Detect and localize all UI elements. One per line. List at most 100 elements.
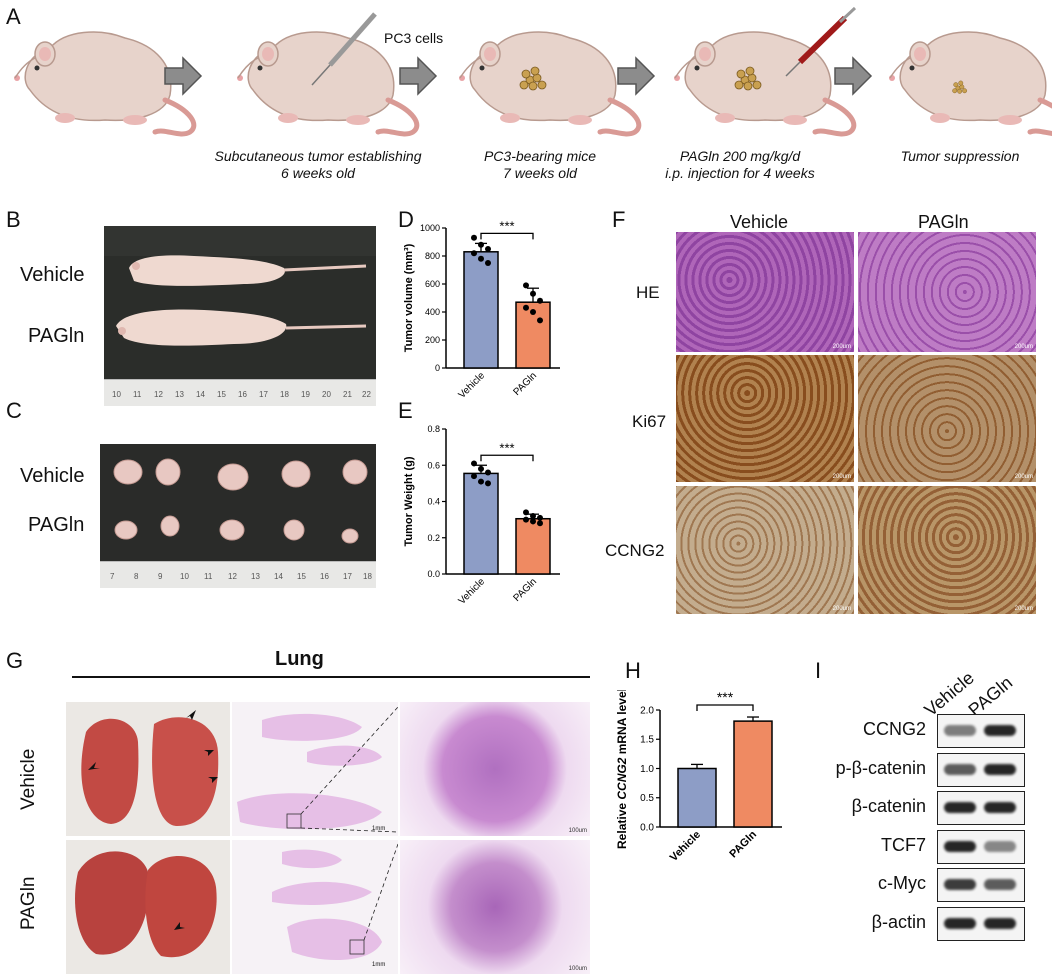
category-label: PAGln: [727, 828, 759, 860]
row-label-pagln: PAGln: [18, 876, 39, 930]
panel-label-i: I: [815, 658, 822, 683]
data-point: [471, 460, 477, 467]
significance-label: ***: [499, 218, 514, 233]
data-point: [537, 514, 543, 521]
data-point: [485, 260, 491, 266]
data-point: [478, 478, 484, 485]
lung-title: Lung: [275, 648, 324, 670]
blot-row-label: c-Myc: [878, 873, 926, 893]
y-axis-label: Tumor Weight (g): [403, 456, 415, 546]
caption-step-2: PC3-bearing mice 7 weeks old: [483, 148, 597, 181]
blot-row-label: β-actin: [871, 911, 926, 932]
y-tick-label: 0.6: [427, 460, 440, 470]
injection-label: PC3 cells: [384, 30, 444, 46]
row-label-he: HE: [636, 283, 660, 302]
caption-step-4: Tumor suppression: [900, 148, 1020, 164]
data-point: [471, 473, 477, 480]
tumor-photo: [100, 444, 376, 561]
title-rule: [72, 676, 590, 678]
data-point: [471, 250, 477, 257]
y-tick-label: 1.5: [640, 735, 654, 746]
y-tick-label: 2.0: [640, 705, 654, 716]
blot-band: [984, 763, 1016, 775]
y-tick-label: 0.0: [427, 569, 440, 579]
data-point: [523, 282, 529, 289]
ruler-b: 10 11 12 13 14 15 16 17 18 19 20 21 22: [104, 379, 376, 406]
workflow-illustration: [0, 6, 1052, 140]
bar: [677, 767, 717, 828]
panel-label-f: F: [612, 207, 626, 232]
data-point: [478, 255, 484, 262]
tumor-weight-chart: 0.0 0.2 0.4 0.6 0.8 Vehicle PAGln *** Tumor Weig…: [403, 424, 560, 607]
y-tick-label: 0.5: [640, 793, 654, 804]
mouse-icon: [459, 32, 639, 134]
row-label-vehicle: Vehicle: [20, 264, 85, 286]
ihc-ki67-pagln: 200um: [858, 355, 1036, 482]
y-tick-label: 0.4: [427, 497, 440, 507]
blot-band: [944, 879, 976, 890]
y-tick-label: 0.0: [640, 822, 654, 833]
ihc-ki67-vehicle: 200um: [676, 355, 854, 482]
data-point: [530, 309, 536, 315]
syringe-icon: [311, 12, 377, 86]
y-tick-label: 800: [425, 251, 440, 261]
data-point: [485, 469, 491, 476]
category-label: Vehicle: [668, 829, 703, 864]
category-label: Vehicle: [457, 370, 488, 400]
significance-bracket: [696, 704, 754, 712]
blot-band: [984, 879, 1016, 890]
tumor-volume-chart: 0 200 400 600 800 1000 Vehicle PAGln *** Tumor vo…: [403, 218, 560, 400]
blot-band: [944, 763, 976, 775]
significance-label: ***: [499, 440, 514, 455]
arrow-icon: [617, 57, 655, 95]
bar: [463, 251, 499, 369]
category-label: PAGln: [511, 370, 539, 398]
lung-micro-vehicle: 100um: [400, 702, 590, 836]
data-point: [523, 509, 529, 516]
syringe-red-icon: [785, 6, 857, 77]
row-label-vehicle: Vehicle: [18, 748, 39, 810]
data-point: [478, 465, 484, 472]
blot-band: [944, 840, 976, 852]
significance-label: ***: [717, 690, 734, 705]
bar: [515, 517, 551, 575]
caption-step-3: PAGln 200 mg/kg/d i.p. injection for 4 we…: [665, 148, 815, 181]
blot-row-label: p-β-catenin: [835, 757, 926, 778]
blot-band: [984, 917, 1016, 929]
data-point: [478, 241, 484, 248]
data-point: [485, 480, 491, 487]
lung-micro-pagln: 100um: [400, 840, 590, 974]
y-tick-label: 0.8: [427, 424, 440, 434]
ccng2-mrna-chart: 0.0 0.5 1.0 1.5 2.0 Vehicle PAGln *** Relative C…: [615, 690, 782, 864]
bar: [733, 720, 773, 828]
significance-bracket: [480, 232, 534, 240]
panel-label-b: B: [6, 207, 21, 232]
blot-band: [944, 725, 976, 736]
row-label-pagln: PAGln: [28, 325, 85, 347]
blot-band: [944, 802, 976, 813]
mice-photo: [104, 226, 376, 379]
significance-bracket: [480, 454, 534, 462]
y-tick-label: 600: [425, 279, 440, 289]
blot-lane-box: [937, 868, 1025, 902]
ihc-he-vehicle: 200um: [676, 232, 854, 352]
blot-row-label: β-catenin: [851, 796, 926, 816]
col-header-pagln: PAGln: [918, 212, 969, 232]
panel-label-e: E: [398, 398, 413, 423]
y-tick-label: 0: [435, 363, 440, 373]
blot-band: [944, 917, 976, 929]
y-tick-label: 0.2: [427, 533, 440, 543]
caption-step-1: Subcutaneous tumor establishing 6 weeks o…: [214, 148, 422, 181]
row-label-ccng2: CCNG2: [605, 541, 665, 560]
row-label-ki67: Ki67: [632, 412, 667, 431]
y-axis-label: Relative CCNG2 mRNA level: [615, 690, 629, 849]
data-point: [537, 317, 543, 324]
ruler-c: 7 8 9 10 11 12 13 14 15 16 17 18: [100, 561, 376, 588]
col-header-vehicle: Vehicle: [730, 212, 789, 232]
blot-band: [984, 840, 1016, 852]
y-tick-label: 1000: [420, 223, 440, 233]
data-point: [523, 516, 529, 523]
blot-lane-box: [937, 714, 1025, 748]
category-label: Vehicle: [457, 576, 488, 607]
blot-lane-box: [937, 752, 1025, 787]
